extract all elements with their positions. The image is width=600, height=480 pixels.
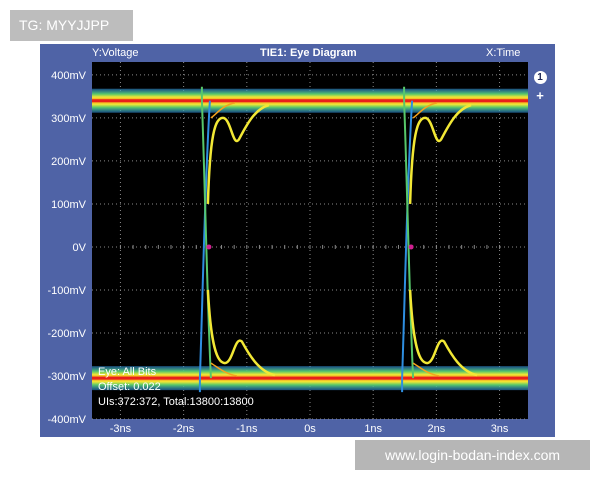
y-tick-labels: 400mV 300mV 200mV 100mV 0V -100mV -200mV -300mV… [47,70,86,426]
level-bands [92,88,528,391]
undershoot-bottom-hot [412,362,440,377]
x-tick-label: 2ns [428,423,446,435]
undershoot-bottom [206,289,276,377]
x-tick-label: 1ns [364,423,382,435]
overshoot-top [206,103,270,204]
rising-edge [401,100,414,393]
x-tick-label: -3ns [110,423,132,435]
x-tick-label: 0s [304,423,316,435]
undershoot-bottom-hot [210,362,238,377]
y-tick-label: 300mV [51,113,87,125]
x-tick-label: -1ns [236,423,258,435]
add-button[interactable]: + [530,87,550,105]
y-tick-label: 0V [73,242,87,254]
y-tick-label: -200mV [47,328,86,340]
uis-total-info: UIs:372:372, Total:13800:13800 [98,396,254,408]
overshoot-top-hot [210,102,236,119]
y-tick-label: -400mV [47,414,86,426]
y-tick-label: 200mV [51,156,87,168]
offset-info: Offset: 0.022 [98,381,161,393]
plot-area [92,62,528,419]
rising-edge [198,100,211,393]
y-tick-label: -100mV [47,285,86,297]
y-tick-label: 400mV [51,70,87,82]
plus-icon: + [536,88,544,103]
overshoot-top-hot [412,102,438,119]
undershoot-bottom [408,289,478,377]
marker-1-icon: 1 [533,71,547,84]
x-tick-label: 3ns [491,423,509,435]
x-tick-label: -2ns [173,423,195,435]
y-tick-label: -300mV [47,371,86,383]
eye-info-label: Eye: All Bits [98,366,157,378]
chart-title: TIE1: Eye Diagram [260,47,357,59]
watermark: www.login-bodan-index.com [355,440,590,470]
crossing-marker [408,244,414,250]
y-tick-label: 100mV [51,199,87,211]
traces [198,86,478,393]
crossing-marker [206,244,212,250]
falling-edge [403,86,415,379]
y-axis-label: Y:Voltage [92,47,139,59]
x-tick-labels: -3ns -2ns -1ns 0s 1ns 2ns 3ns [110,423,509,435]
x-axis-label: X:Time [486,47,521,59]
marker-1-button[interactable]: 1 [530,67,550,85]
overshoot-top [408,103,472,204]
falling-edge [200,86,212,379]
tag-label: TG: MYYJJPP [10,10,133,41]
